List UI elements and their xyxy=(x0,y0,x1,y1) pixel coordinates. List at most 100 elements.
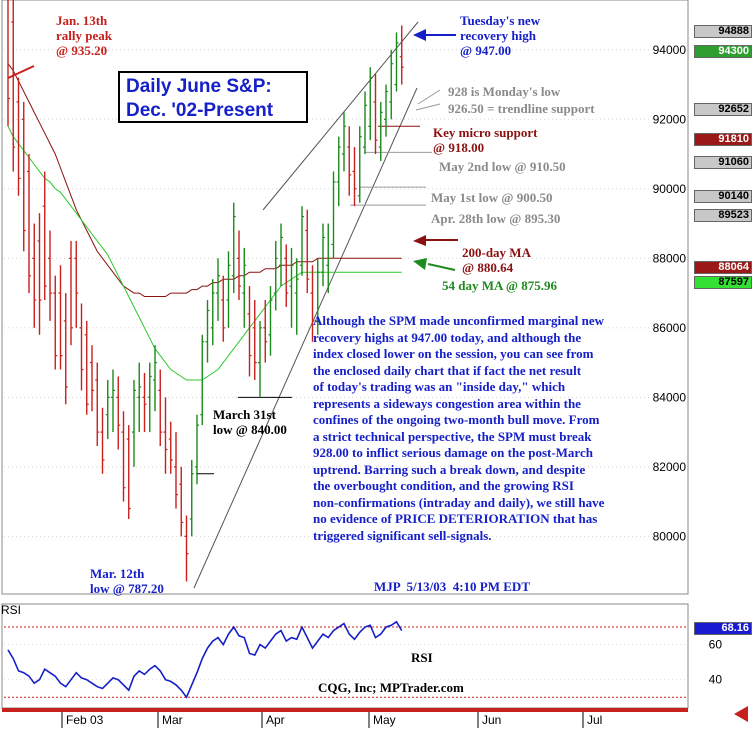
ohlc-bar xyxy=(305,209,310,294)
ohlc-bar xyxy=(42,171,47,301)
commentary-line: recovery highs at 947.00 today, and alth… xyxy=(313,329,582,345)
annotation-micro-support: Key micro support @ 918.00 xyxy=(433,125,537,155)
x-tick-label: Jul xyxy=(587,713,602,727)
annotation-mar31-line-2: low @ 840.00 xyxy=(213,422,287,437)
ohlc-bar xyxy=(368,67,373,141)
ma54-arrow xyxy=(427,263,456,271)
ma200-line xyxy=(7,63,402,297)
ohlc-bar xyxy=(263,300,268,363)
ma54-arrowhead xyxy=(413,258,427,270)
scroll-arrow-icon xyxy=(734,706,748,722)
x-tick-label: Mar xyxy=(162,713,183,727)
annotation-tuesday-high: Tuesday's new recovery high @ 947.00 xyxy=(460,13,540,58)
commentary-line: Although the SPM made unconfirmed margin… xyxy=(313,313,605,328)
price-label: 88064 xyxy=(694,261,752,274)
ohlc-bar xyxy=(363,91,367,155)
ohlc-bar xyxy=(378,101,383,162)
signature: MJP 5/13/03 4:10 PM EDT xyxy=(374,579,530,594)
axis-ticks: Feb 03 Mar Apr May Jun Jul xyxy=(2,706,754,730)
chart-title-line-2: Dec. '02-Present xyxy=(126,100,274,121)
commentary-line: 928.00 to inflict serious damage on the … xyxy=(313,445,593,460)
time-axis-bar xyxy=(2,708,688,712)
annotation-ma200-line-1: 200-day MA xyxy=(462,245,531,260)
ohlc-bar xyxy=(195,414,199,485)
rsi-line-label: RSI xyxy=(411,650,433,665)
commentary-line: non-confirmations (intraday and daily), … xyxy=(313,494,605,510)
rsi-value-label: 68.16 xyxy=(694,622,752,635)
commentary-line: represents a sideways congestion area wi… xyxy=(313,395,581,411)
trend-channel xyxy=(193,21,432,589)
ohlc-bar xyxy=(336,136,341,207)
price-label: 91060 xyxy=(694,156,752,169)
ohlc-bar xyxy=(310,265,315,342)
y-tick-label: 88000 xyxy=(653,251,687,265)
ohlc-bar xyxy=(258,320,262,398)
ohlc-bar xyxy=(242,247,247,328)
ohlc-bar xyxy=(137,362,142,433)
lower-trendline xyxy=(193,87,418,589)
ohlc-bar xyxy=(205,300,210,363)
ohlc-bar xyxy=(126,425,131,519)
upper-trendline xyxy=(262,21,419,211)
ohlc-bar xyxy=(100,407,105,474)
commentary-line: of today's trading was an "inside day," … xyxy=(313,379,566,394)
ohlc-bar xyxy=(58,265,63,370)
ohlc-bar xyxy=(210,279,215,346)
ohlc-bar xyxy=(105,379,110,440)
ma54-path xyxy=(7,126,402,381)
annotation-jan13-line-3: @ 935.20 xyxy=(56,43,108,58)
annotation-mar12-line-1: Mar. 12th xyxy=(90,566,145,581)
x-tick-label: Jun xyxy=(482,713,501,727)
ohlc-bar xyxy=(132,379,136,467)
ohlc-bar xyxy=(74,240,79,328)
ohlc-bar xyxy=(221,275,226,342)
ma200-arrowhead xyxy=(413,235,426,246)
ohlc-bar xyxy=(168,421,173,474)
tuesday-arrowhead xyxy=(413,29,426,41)
ohlc-bar xyxy=(95,362,100,446)
annotation-monday-line-2: 926.50 = trendline support xyxy=(448,101,595,116)
ohlc-bar xyxy=(21,101,26,252)
ohlc-bar xyxy=(315,258,320,335)
price-bars xyxy=(7,0,404,582)
price-label: 90140 xyxy=(694,190,752,203)
ohlc-bar xyxy=(200,334,205,426)
ohlc-bar xyxy=(142,373,147,433)
annotation-jan13-line-1: Jan. 13th xyxy=(56,13,108,28)
ohlc-bar xyxy=(111,369,115,433)
ohlc-bar xyxy=(189,459,194,537)
ohlc-bar xyxy=(158,369,163,446)
annotation-arrows xyxy=(7,29,458,271)
rsi-line xyxy=(7,620,403,699)
ohlc-bar xyxy=(247,286,252,377)
ohlc-bar xyxy=(11,0,16,172)
y-tick-label: 92000 xyxy=(653,112,687,126)
y-tick-label: 84000 xyxy=(653,390,687,404)
price-label: 87597 xyxy=(694,276,752,289)
y-tick-label: 86000 xyxy=(653,321,687,335)
data-credit: CQG, Inc; MPTrader.com xyxy=(318,680,464,695)
commentary-line: triggered significant sell-signals. xyxy=(313,527,492,543)
ohlc-bar xyxy=(69,240,73,346)
ohlc-bar xyxy=(179,466,184,537)
annotation-monday-line-1: 928 is Monday's low xyxy=(448,84,561,99)
commentary-line: the enclosed daily chart that if fact th… xyxy=(313,362,582,378)
price-label: 94300 xyxy=(694,45,752,58)
annotation-micro-line-2: @ 918.00 xyxy=(433,140,485,155)
commentary-line: no evidence of PRICE DETERIORATION that … xyxy=(313,511,598,526)
ohlc-bar xyxy=(279,223,283,287)
price-label: 91810 xyxy=(694,133,752,146)
ohlc-bar xyxy=(153,345,157,412)
commentary-line: confines of the ongoing two-month bull m… xyxy=(313,412,600,427)
ohlc-bar xyxy=(90,345,94,412)
annotation-monday-low: 928 is Monday's low 926.50 = trendline s… xyxy=(448,83,595,117)
x-tick-label: Apr xyxy=(266,713,285,727)
ohlc-bar xyxy=(331,171,336,259)
ohlc-bar xyxy=(342,112,346,172)
ohlc-bar xyxy=(226,251,231,328)
commentary-text: Although the SPM made unconfirmed margin… xyxy=(313,313,691,544)
ohlc-bar xyxy=(321,223,325,287)
ma200-path xyxy=(7,63,402,297)
annotation-may2-low: May 2nd low @ 910.50 xyxy=(439,159,566,174)
